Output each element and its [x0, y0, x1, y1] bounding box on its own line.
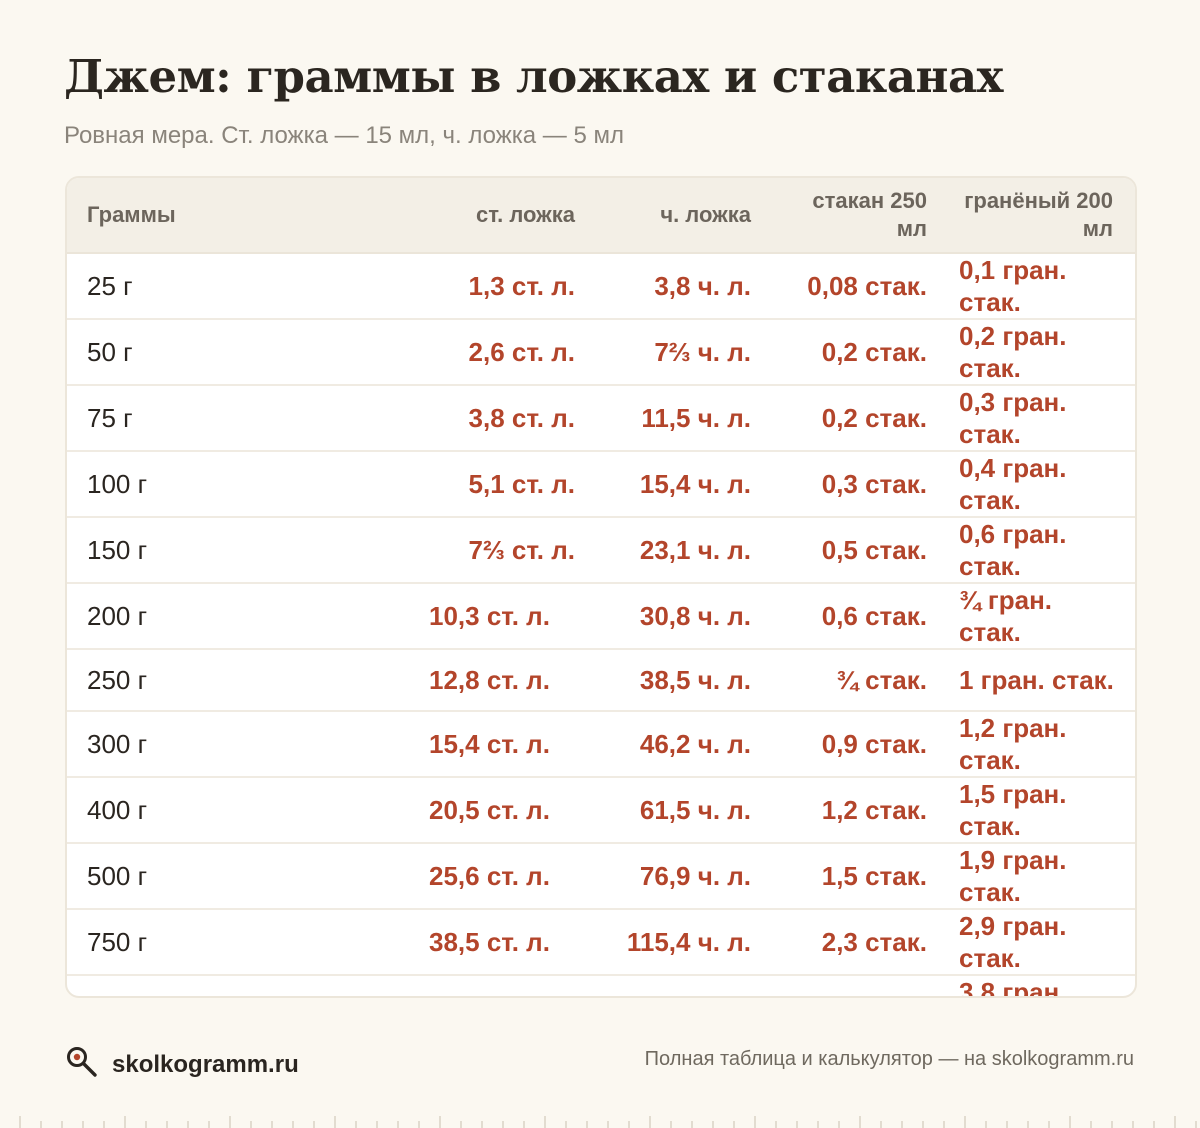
- cell-cup-250: 0,08 стак.: [773, 253, 949, 320]
- table-row: 750 г 38,5 ст. л. 115,4 ч. л. 2,3 стак. 2,9 …: [67, 909, 1135, 976]
- cell-cup-250: 1,5 стак.: [773, 843, 949, 910]
- cell-grams: 100 г: [67, 451, 421, 518]
- cell-tablespoon: 3,8 ст. л.: [421, 385, 597, 452]
- cell-grams: 500 г: [67, 843, 421, 910]
- cell-tablespoon: 2,6 ст. л.: [421, 319, 597, 386]
- table-body: 25 г 1,3 ст. л. 3,8 ч. л. 0,08 стак. 0,1 гра…: [67, 253, 1135, 998]
- cell-cup-250: 3,1 стак.: [773, 975, 949, 996]
- table-row: 100 г 5,1 ст. л. 15,4 ч. л. 0,3 стак. 0,4 гр…: [67, 451, 1135, 518]
- cell-grams: 200 г: [67, 583, 421, 650]
- cell-tablespoon: 1,3 ст. л.: [421, 253, 597, 320]
- cell-faceted-glass-200: 2,9 гран. стак.: [949, 909, 1135, 976]
- cell-cup-250: 0,9 стак.: [773, 711, 949, 778]
- cell-grams: 150 г: [67, 517, 421, 584]
- cell-tablespoon: 7⅔ ст. л.: [421, 517, 597, 584]
- cell-grams: 750 г: [67, 909, 421, 976]
- page-title: Джем: граммы в ложках и стаканах: [64, 50, 1003, 103]
- cell-teaspoon: 46,2 ч. л.: [597, 711, 773, 778]
- cell-faceted-glass-200: 0,2 гран. стак.: [949, 319, 1135, 386]
- cell-grams: 25 г: [67, 253, 421, 320]
- cell-cup-250: 0,2 стак.: [773, 385, 949, 452]
- cell-tablespoon: 5,1 ст. л.: [421, 451, 597, 518]
- magnifier-icon: [64, 1044, 100, 1085]
- cell-teaspoon: 3,8 ч. л.: [597, 253, 773, 320]
- table-row: 75 г 3,8 ст. л. 11,5 ч. л. 0,2 стак. 0,3 гра…: [67, 385, 1135, 452]
- cell-tablespoon: 20,5 ст. л.: [421, 777, 597, 844]
- cell-grams: 250 г: [67, 649, 421, 712]
- table-row: 400 г 20,5 ст. л. 61,5 ч. л. 1,2 стак. 1,5 г…: [67, 777, 1135, 844]
- cell-teaspoon: 38,5 ч. л.: [597, 649, 773, 712]
- header-faceted-glass-200: гранёный 200 мл: [949, 178, 1135, 254]
- table-row: 1000 г51,3 ст. л.153,8 ч. л.3,1 стак. 3,8…: [67, 975, 1135, 998]
- conversion-table: Граммы ст. ложка ч. ложка стакан 250 мл …: [67, 178, 1135, 998]
- cell-teaspoon: 30,8 ч. л.: [597, 583, 773, 650]
- cell-grams: 400 г: [67, 777, 421, 844]
- header-cup-250: стакан 250 мл: [773, 178, 949, 254]
- footer-note: Полная таблица и калькулятор — на skolko…: [644, 1048, 1134, 1070]
- cell-cup-250: 0,2 стак.: [773, 319, 949, 386]
- cell-faceted-glass-200: 0,4 гран. стак.: [949, 451, 1135, 518]
- cell-grams: 300 г: [67, 711, 421, 778]
- cell-grams: 75 г: [67, 385, 421, 452]
- table-row: 300 г 15,4 ст. л. 46,2 ч. л. 0,9 стак. 1,2 г…: [67, 711, 1135, 778]
- table-row: 50 г 2,6 ст. л. 7⅔ ч. л. 0,2 стак. 0,2 гран.…: [67, 319, 1135, 386]
- cell-faceted-glass-200: ¾ гран. стак.: [949, 583, 1135, 650]
- cell-cup-250: 1,2 стак.: [773, 777, 949, 844]
- cell-faceted-glass-200: 1,9 гран. стак.: [949, 843, 1135, 910]
- ruler-decoration: [19, 1116, 1197, 1128]
- table-row: 250 г 12,8 ст. л. 38,5 ч. л. ¾ стак. 1 гран.…: [67, 649, 1135, 712]
- table-row: 500 г 25,6 ст. л. 76,9 ч. л. 1,5 стак. 1,9 г…: [67, 843, 1135, 910]
- cell-cup-250: 0,3 стак.: [773, 451, 949, 518]
- cell-faceted-glass-200: 0,6 гран. стак.: [949, 517, 1135, 584]
- cell-tablespoon: 12,8 ст. л.: [421, 649, 597, 712]
- cell-teaspoon: 15,4 ч. л.: [597, 451, 773, 518]
- cell-teaspoon: 76,9 ч. л.: [597, 843, 773, 910]
- cell-grams: 1000 г: [67, 975, 421, 996]
- cell-faceted-glass-200: 3,8 гран. стак.: [959, 977, 1067, 998]
- cell-tablespoon: 10,3 ст. л.: [421, 583, 597, 650]
- cell-faceted-glass-200: 1 гран. стак.: [949, 649, 1135, 712]
- cell-tablespoon: 25,6 ст. л.: [421, 843, 597, 910]
- cell-faceted-glass-200: 0,1 гран. стак.: [949, 253, 1135, 320]
- cell-tablespoon: 51,3 ст. л.: [421, 975, 597, 996]
- cell-teaspoon: 11,5 ч. л.: [597, 385, 773, 452]
- table-row: 150 г 7⅔ ст. л. 23,1 ч. л. 0,5 стак. 0,6 гра…: [67, 517, 1135, 584]
- cell-cup-250: 0,5 стак.: [773, 517, 949, 584]
- brand-name: skolkogramm.ru: [112, 1050, 299, 1078]
- cell-grams: 50 г: [67, 319, 421, 386]
- cell-faceted-glass-200: 0,3 гран. стак.: [949, 385, 1135, 452]
- cell-tablespoon: 38,5 ст. л.: [421, 909, 597, 976]
- cell-faceted-glass-200: 1,5 гран. стак.: [949, 777, 1135, 844]
- cell-cup-250: ¾ стак.: [773, 649, 949, 712]
- cell-cup-250: 2,3 стак.: [773, 909, 949, 976]
- table-row: 200 г 10,3 ст. л. 30,8 ч. л. 0,6 стак. ¾ гра…: [67, 583, 1135, 650]
- cell-tablespoon: 15,4 ст. л.: [421, 711, 597, 778]
- cell-teaspoon: 7⅔ ч. л.: [597, 319, 773, 386]
- cell-cup-250: 0,6 стак.: [773, 583, 949, 650]
- header-grams: Граммы: [67, 178, 421, 254]
- header-tablespoon: ст. ложка: [421, 178, 597, 254]
- table-row: 25 г 1,3 ст. л. 3,8 ч. л. 0,08 стак. 0,1 гра…: [67, 253, 1135, 320]
- cell-faceted-glass-200: 1,2 гран. стак.: [949, 711, 1135, 778]
- cell-teaspoon: 153,8 ч. л.: [597, 975, 773, 996]
- cell-teaspoon: 61,5 ч. л.: [597, 777, 773, 844]
- cell-teaspoon: 115,4 ч. л.: [597, 909, 773, 976]
- footer-brand[interactable]: skolkogramm.ru: [64, 1044, 299, 1085]
- page-subtitle: Ровная мера. Ст. ложка — 15 мл, ч. ложка…: [64, 122, 624, 149]
- table-header-row: Граммы ст. ложка ч. ложка стакан 250 мл …: [67, 178, 1135, 254]
- header-teaspoon: ч. ложка: [597, 178, 773, 254]
- cell-teaspoon: 23,1 ч. л.: [597, 517, 773, 584]
- conversion-table-card: Граммы ст. ложка ч. ложка стакан 250 мл …: [65, 176, 1137, 998]
